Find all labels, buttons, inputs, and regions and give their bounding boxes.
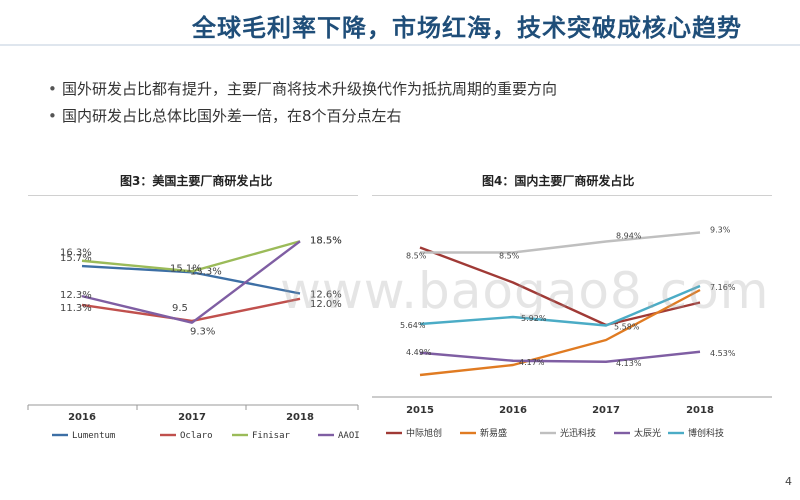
data-label: 12.3% <box>60 290 92 301</box>
title-bar: 全球毛利率下降，市场红海，技术突破成核心趋势 <box>0 0 800 52</box>
data-label: 5.64% <box>400 321 426 330</box>
chart-title-us: 图3：美国主要厂商研发占比 <box>120 174 273 188</box>
series-line <box>419 284 701 327</box>
series-line <box>81 240 301 273</box>
series-line <box>419 288 701 377</box>
data-label: 11.3% <box>60 303 92 314</box>
chart-title-cn: 图4：国内主要厂商研发占比 <box>482 174 635 188</box>
data-label: 18.5% <box>310 235 342 246</box>
data-label: 5.58% <box>614 323 640 332</box>
data-label: 7.16% <box>710 283 736 292</box>
legend-label: AAOI <box>338 431 360 441</box>
legend-label: 新易盛 <box>480 427 507 439</box>
bullet-text: 国内研发占比总体比国外差一倍，在8个百分点左右 <box>62 107 402 125</box>
series-line <box>420 231 701 254</box>
bullet-text: 国外研发占比都有提升，主要厂商将技术升级换代作为抵抗周期的重要方向 <box>62 80 558 98</box>
legend-label: Oclaro <box>180 431 213 441</box>
series-line <box>81 240 301 324</box>
data-label: 15.1% <box>170 263 202 274</box>
data-label: 4.13% <box>616 359 642 368</box>
data-label: 12.6% <box>310 289 342 300</box>
title-divider <box>0 44 800 46</box>
bullet-item: • 国内研发占比总体比国外差一倍，在8个百分点左右 <box>48 107 402 125</box>
legend-label: 博创科技 <box>688 427 724 439</box>
legend-label: 中际旭创 <box>406 427 442 439</box>
data-label: 9.3% <box>710 226 731 235</box>
page-title: 全球毛利率下降，市场红海，技术突破成核心趋势 <box>192 14 742 42</box>
series-line <box>419 350 701 363</box>
x-tick-label: 2017 <box>592 405 620 416</box>
page-number: 4 <box>785 475 792 488</box>
series-line <box>81 297 301 323</box>
x-tick-label: 2016 <box>499 405 527 416</box>
data-label: 9.5 <box>172 303 188 314</box>
data-label: 5.92% <box>521 314 547 323</box>
chart-frame-cn <box>372 195 772 450</box>
data-label: 9.3% <box>190 327 215 338</box>
chart-frame-us <box>28 195 358 450</box>
x-tick-label: 2015 <box>406 405 434 416</box>
data-label: 12.0% <box>310 299 342 310</box>
bullet-list: • 国外研发占比都有提升，主要厂商将技术升级换代作为抵抗周期的重要方向 • 国内研发… <box>48 76 557 130</box>
data-label: 15.7% <box>60 253 92 264</box>
legend-label: 光迅科技 <box>560 427 596 439</box>
legend-label: Lumentum <box>72 431 115 441</box>
data-label: 15.3% <box>190 266 222 277</box>
data-label: 8.94% <box>616 232 642 241</box>
legend-label: Finisar <box>252 431 291 441</box>
data-label: 16.3% <box>60 248 92 259</box>
data-label: 8.5% <box>499 252 520 261</box>
data-label: 18.5% <box>310 235 342 246</box>
data-label: 4.53% <box>710 349 736 358</box>
x-tick-label: 2017 <box>178 412 206 423</box>
legend-label: 太辰光 <box>634 427 661 439</box>
data-label: 4.49% <box>406 348 432 357</box>
bullet-item: • 国外研发占比都有提升，主要厂商将技术升级换代作为抵抗周期的重要方向 <box>48 80 558 98</box>
x-tick-label: 2018 <box>686 405 714 416</box>
data-label: 4.17% <box>519 358 545 367</box>
x-tick-label: 2018 <box>286 412 314 423</box>
watermark: www.baogao8.com <box>280 262 770 320</box>
x-tick-label: 2016 <box>68 412 96 423</box>
data-label: 8.5% <box>406 252 427 261</box>
